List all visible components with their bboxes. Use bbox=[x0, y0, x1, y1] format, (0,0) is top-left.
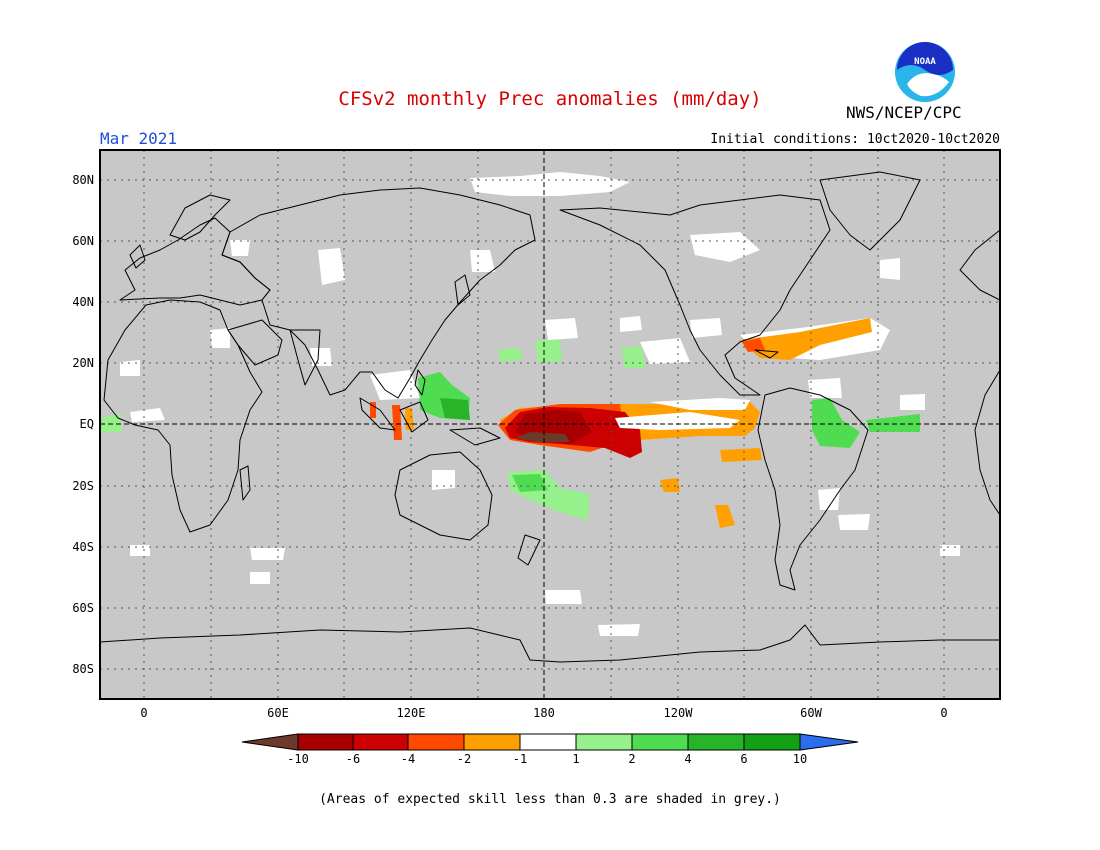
map-title: CFSv2 monthly Prec anomalies (mm/day) bbox=[338, 88, 762, 110]
lat-label: 80S bbox=[72, 662, 94, 676]
colorbar-swatch bbox=[352, 733, 409, 751]
coastline-greenland bbox=[819, 171, 921, 251]
map-frame bbox=[99, 149, 1001, 700]
coastline-cuba bbox=[754, 349, 779, 359]
coastline-india bbox=[289, 329, 321, 386]
lat-label: 60N bbox=[72, 234, 94, 248]
colorbar-labels: -10 -6 -4 -2 -1 1 2 4 6 10 bbox=[287, 752, 807, 766]
coastline-nz bbox=[517, 534, 541, 566]
lon-label: 0 bbox=[140, 706, 147, 720]
lat-label: 40S bbox=[72, 540, 94, 554]
colorbar-swatch bbox=[407, 733, 465, 751]
lat-labels: 80N 60N 40N 20N EQ 20S 40S 60S 80S bbox=[72, 173, 94, 676]
coastline-madagascar bbox=[239, 465, 251, 501]
anomaly-patch-dry-atl bbox=[740, 318, 872, 360]
anomaly-patch-wet-sa bbox=[812, 398, 860, 448]
noaa-logo-icon: NOAA bbox=[895, 42, 955, 102]
anomaly-patch-wet-np1 bbox=[498, 348, 522, 362]
colorbar-swatch bbox=[743, 733, 801, 751]
colorbar-swatch bbox=[297, 733, 354, 751]
coastline-north-america bbox=[559, 194, 831, 396]
colorbar-label: -10 bbox=[287, 752, 309, 766]
anomaly-patch-wet-sp2 bbox=[512, 474, 548, 492]
coastline-borneo bbox=[399, 401, 429, 433]
colorbar-swatch bbox=[463, 733, 521, 751]
coastline-sumatra bbox=[359, 397, 396, 431]
anomaly-patch-wet-np2 bbox=[535, 340, 562, 362]
colorbar-swatch bbox=[631, 733, 689, 751]
lat-label: 20N bbox=[72, 356, 94, 370]
anomaly-patch-white-eq-east2 bbox=[650, 398, 750, 410]
colorbar bbox=[241, 733, 859, 751]
anomaly-patch-wet-africa bbox=[100, 414, 122, 432]
colorbar-label: 2 bbox=[628, 752, 635, 766]
lat-label: 60S bbox=[72, 601, 94, 615]
lon-label: 60W bbox=[800, 706, 822, 720]
lat-label: 20S bbox=[72, 479, 94, 493]
coastline-uk bbox=[129, 244, 146, 269]
colorbar-label: 6 bbox=[740, 752, 747, 766]
anomaly-patch-dry-gulf bbox=[742, 338, 765, 352]
lon-label: 120E bbox=[397, 706, 426, 720]
anomaly-patch-dry-indo bbox=[370, 402, 376, 418]
colorbar-label: -1 bbox=[513, 752, 527, 766]
colorbar-label: -4 bbox=[401, 752, 415, 766]
anomaly-patch-wet-np3 bbox=[622, 346, 645, 368]
coastline-arabia bbox=[227, 319, 283, 366]
coastline-philippines bbox=[414, 369, 426, 396]
colorbar-label: -6 bbox=[346, 752, 360, 766]
equator-dateline bbox=[100, 150, 1000, 699]
coastline-africa bbox=[103, 299, 263, 533]
lon-label: 0 bbox=[940, 706, 947, 720]
colorbar-swatch bbox=[799, 733, 859, 751]
colorbar-swatch bbox=[687, 733, 745, 751]
anomaly-patch-white-eq-east bbox=[615, 412, 740, 430]
anomaly-patch-dry-sp1 bbox=[660, 478, 680, 492]
anomaly-patch-dry-brown bbox=[515, 432, 570, 442]
coastline-japan bbox=[454, 274, 471, 306]
lon-label: 180 bbox=[533, 706, 555, 720]
anomaly-patch-dry-indo2 bbox=[392, 405, 402, 440]
coastline-scandinavia bbox=[169, 194, 231, 241]
colorbar-label: 10 bbox=[793, 752, 807, 766]
anomaly-patch-dry-sp2 bbox=[715, 505, 735, 528]
coastlines bbox=[100, 171, 1000, 663]
initial-conditions: Initial conditions: 10ct2020-10ct2020 bbox=[710, 132, 1000, 147]
colorbar-label: -2 bbox=[457, 752, 471, 766]
agency-label: NWS/NCEP/CPC bbox=[846, 103, 962, 122]
lat-label: 80N bbox=[72, 173, 94, 187]
anomaly-patch-wet-atl-eq bbox=[866, 414, 920, 432]
coastline-antarctica bbox=[100, 624, 1000, 663]
forecast-month: Mar 2021 bbox=[100, 129, 178, 148]
colorbar-label: 4 bbox=[684, 752, 691, 766]
lon-label: 120W bbox=[664, 706, 694, 720]
coastline-europe-east-edge bbox=[959, 229, 1000, 301]
coastline-asia bbox=[221, 187, 536, 399]
lon-label: 60E bbox=[267, 706, 289, 720]
anomaly-patch-wet-wp2 bbox=[440, 398, 470, 420]
colorbar-swatch bbox=[519, 733, 577, 751]
coastline-africa-east-edge bbox=[974, 369, 1000, 516]
coastline-australia bbox=[394, 451, 493, 541]
colorbar-label: 1 bbox=[572, 752, 579, 766]
lat-label: 40N bbox=[72, 295, 94, 309]
coastline-south-america bbox=[757, 387, 869, 591]
anomaly-patches bbox=[100, 172, 960, 636]
anomaly-patch-white-scattered bbox=[120, 172, 960, 636]
colorbar-swatch bbox=[575, 733, 633, 751]
colorbar-swatch bbox=[241, 733, 299, 751]
coastline-newguinea bbox=[449, 427, 501, 446]
noaa-logo-text: NOAA bbox=[914, 57, 936, 67]
skill-footnote: (Areas of expected skill less than 0.3 a… bbox=[319, 792, 781, 807]
anomaly-patch-dry-ep bbox=[720, 448, 762, 462]
lon-labels: 0 60E 120E 180 120W 60W 0 bbox=[140, 706, 947, 720]
lat-label: EQ bbox=[80, 417, 94, 431]
